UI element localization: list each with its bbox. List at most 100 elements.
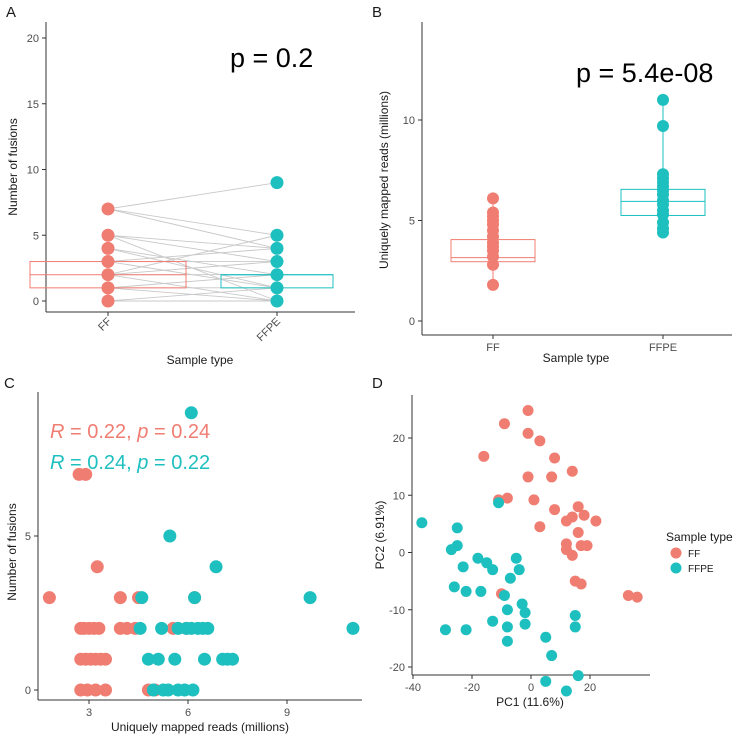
point-ff bbox=[578, 509, 590, 521]
x-axis-label-d: PC1 (11.6%) bbox=[496, 695, 564, 709]
x-b-tick-label: FFPE bbox=[649, 342, 677, 354]
p-value-b: p = 5.4e-08 bbox=[576, 58, 713, 88]
x-c-tick-label: 9 bbox=[284, 707, 290, 719]
point-ff bbox=[546, 471, 558, 483]
y-d-tick-label: -20 bbox=[389, 662, 405, 674]
y-a-tick-label: 5 bbox=[33, 230, 39, 242]
y-a-tick-label: 15 bbox=[27, 99, 39, 111]
y-d-tick-label: 20 bbox=[393, 433, 405, 445]
y-b-tick-label: 0 bbox=[409, 316, 415, 328]
y-d-tick-label: -10 bbox=[389, 605, 405, 617]
point-ffpe bbox=[560, 685, 572, 697]
panel-label-b: B bbox=[372, 4, 382, 21]
y-b-tick-label: 5 bbox=[409, 216, 415, 228]
point-ff bbox=[89, 683, 103, 697]
point-ffpe bbox=[498, 589, 510, 601]
point-ffpe bbox=[270, 176, 284, 190]
point-ffpe bbox=[146, 683, 160, 697]
point-ffpe bbox=[439, 624, 451, 636]
point-ffpe bbox=[133, 621, 147, 635]
point-ffpe bbox=[569, 621, 581, 633]
pair-line bbox=[107, 247, 278, 262]
x-a-tick-label: FF bbox=[96, 315, 114, 333]
point-ffpe bbox=[457, 561, 469, 573]
pair-line bbox=[107, 274, 278, 289]
point-ff bbox=[572, 526, 584, 538]
point-ff bbox=[113, 591, 127, 605]
point-ff bbox=[92, 621, 106, 635]
point-ff bbox=[622, 589, 634, 601]
x-c-tick-label: 3 bbox=[86, 707, 92, 719]
y-c-tick-label: 0 bbox=[25, 685, 31, 697]
y-c-tick-label: 5 bbox=[25, 531, 31, 543]
point-ff bbox=[566, 465, 578, 477]
point-ffpe bbox=[416, 517, 428, 529]
point-ff bbox=[572, 501, 584, 513]
point-ffpe bbox=[270, 255, 284, 269]
pair-line bbox=[107, 208, 278, 236]
point-ff bbox=[99, 652, 112, 666]
legend-label-ffpe: FFPE bbox=[688, 564, 714, 575]
point-ff bbox=[101, 255, 115, 269]
point-ffpe bbox=[519, 618, 531, 630]
panel-label-a: A bbox=[6, 4, 16, 21]
legend-label-ff: FF bbox=[688, 549, 700, 560]
point-ff bbox=[487, 206, 499, 219]
point-ffpe bbox=[135, 591, 149, 605]
point-ffpe bbox=[151, 652, 165, 666]
point-ff bbox=[581, 540, 593, 552]
point-ff bbox=[42, 591, 56, 605]
point-ff bbox=[549, 452, 561, 464]
point-ffpe bbox=[445, 544, 457, 556]
point-ff bbox=[99, 683, 112, 697]
x-d-tick-label: 0 bbox=[528, 682, 534, 694]
point-ffpe bbox=[168, 652, 182, 666]
point-ff bbox=[101, 202, 115, 216]
point-ff bbox=[522, 471, 534, 483]
point-ffpe bbox=[270, 281, 284, 295]
x-axis-label-a: Sample type bbox=[167, 353, 234, 367]
point-ffpe bbox=[270, 294, 284, 308]
x-axis-label-b: Sample type bbox=[543, 351, 610, 365]
point-ffpe bbox=[513, 564, 525, 576]
y-axis-label-b: Uniquely mapped reads (millions) bbox=[377, 91, 391, 269]
x-d-tick-label: -20 bbox=[464, 682, 480, 694]
point-ffpe bbox=[516, 598, 528, 610]
point-ffpe bbox=[270, 228, 284, 242]
point-ff bbox=[478, 450, 490, 462]
point-ffpe bbox=[657, 168, 669, 181]
point-ffpe bbox=[493, 497, 505, 509]
point-ffpe bbox=[540, 675, 552, 687]
point-ffpe bbox=[657, 93, 669, 106]
point-ffpe bbox=[270, 268, 284, 282]
y-axis-label-c: Number of fusions bbox=[5, 503, 19, 600]
point-ffpe bbox=[540, 631, 552, 643]
point-ffpe bbox=[572, 670, 584, 682]
point-ff bbox=[590, 515, 602, 527]
point-ff bbox=[549, 504, 561, 516]
point-ffpe bbox=[451, 522, 463, 534]
panel-c: 0 5 3 6 9 R = 0.22, p = 0.24 R = 0.24, p = … bbox=[5, 392, 362, 734]
point-ffpe bbox=[501, 635, 513, 647]
p-value-a: p = 0.2 bbox=[230, 43, 313, 73]
point-ffpe bbox=[141, 652, 155, 666]
panel-b: 0 5 10 FF FFPE p = 5.4e-08 Sample type Uniq… bbox=[377, 22, 732, 365]
point-ff bbox=[560, 515, 572, 527]
stat-label-ff: R = 0.22, p = 0.24 bbox=[50, 421, 210, 443]
point-ffpe bbox=[657, 120, 669, 133]
point-ff bbox=[487, 192, 499, 205]
point-ffpe bbox=[155, 621, 169, 635]
point-ff bbox=[101, 228, 115, 242]
point-ffpe bbox=[188, 591, 202, 605]
pair-line bbox=[107, 182, 278, 210]
point-ffpe bbox=[163, 529, 177, 543]
point-ffpe bbox=[448, 581, 460, 593]
panel-label-c: C bbox=[4, 375, 15, 392]
pair-line bbox=[107, 261, 278, 276]
legend-marker-ff bbox=[670, 547, 682, 559]
point-ffpe bbox=[201, 621, 215, 635]
point-ffpe bbox=[346, 621, 360, 635]
pair-line bbox=[107, 234, 278, 249]
point-ffpe bbox=[198, 652, 211, 666]
